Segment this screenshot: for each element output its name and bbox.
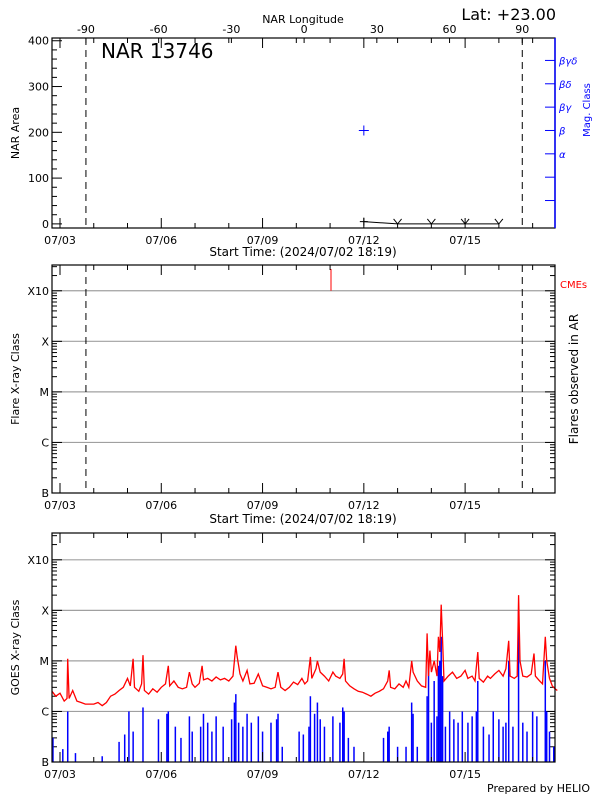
x-tick-label: 07/12 (348, 768, 380, 781)
y-tick-label: X10 (27, 285, 49, 298)
lon-axis-label: NAR Longitude (262, 13, 344, 26)
lon-tick-label: -30 (222, 23, 240, 36)
y-axis-label: NAR Area (9, 107, 22, 159)
lon-tick-label: 90 (515, 23, 529, 36)
plot-frame (51, 532, 556, 763)
y-tick-label: C (41, 705, 49, 718)
y-tick-label: B (41, 756, 49, 769)
mag-class-label: βγ (558, 103, 572, 114)
x-tick-label: 07/09 (247, 768, 279, 781)
right-axis-label: Flares observed in AR (567, 314, 581, 444)
cme-label: CMEs (560, 280, 587, 291)
y-tick-label: C (41, 436, 49, 449)
y-tick-label: 400 (28, 35, 49, 48)
y-tick-label: X10 (27, 554, 49, 567)
x-axis-label: Start Time: (2024/07/02 18:19) (209, 245, 396, 259)
y-tick-label: 200 (28, 126, 49, 139)
x-tick-label: 07/03 (44, 499, 76, 512)
lon-tick-label: -60 (150, 23, 168, 36)
time-axis: 07/03 07/06 07/09 07/12 07/15 (44, 533, 534, 781)
y-axis-label: Flare X-ray Class (9, 333, 22, 425)
mag-class-label: β (558, 126, 566, 137)
y-tick-label: M (40, 655, 50, 668)
y-tick-label: 0 (42, 218, 49, 231)
x-tick-label: 07/06 (145, 499, 177, 512)
x-tick-label: 07/09 (247, 234, 279, 247)
latitude-label: Lat: +23.00 (461, 5, 556, 24)
time-axis: 07/03 07/06 07/09 07/12 07/15 Start Time: (20… (44, 38, 534, 259)
mag-class-point (358, 125, 369, 136)
y-tick-label: M (40, 386, 50, 399)
x-tick-label: 07/03 (44, 234, 76, 247)
lon-tick-label: 0 (301, 23, 308, 36)
goes-long-line (51, 595, 558, 707)
footer-credit: Prepared by HELIO (487, 782, 590, 795)
lon-tick-label: -90 (77, 23, 95, 36)
x-tick-label: 07/06 (145, 234, 177, 247)
y-tick-label: X (41, 604, 49, 617)
x-axis-label: Start Time: (2024/07/02 18:19) (209, 512, 396, 526)
x-tick-label: 07/15 (449, 499, 481, 512)
y-tick-label: 300 (28, 81, 49, 94)
lon-tick-label: 60 (443, 23, 457, 36)
y-axis-label: GOES X-ray Class (9, 599, 22, 695)
time-axis: 07/03 07/06 07/09 07/12 07/15 Start Time: (20… (44, 265, 534, 526)
y-tick-label: X (41, 335, 49, 348)
x-tick-label: 07/03 (44, 768, 76, 781)
mag-class-label: βδ (558, 80, 572, 91)
mag-class-label: βγδ (558, 56, 577, 67)
y-tick-label: B (41, 487, 49, 500)
y-tick-label: 100 (28, 172, 49, 185)
mag-class-axis-label: Mag. Class (582, 83, 593, 137)
lon-tick-label: 30 (370, 23, 384, 36)
x-tick-label: 07/15 (449, 768, 481, 781)
plot-frame (51, 264, 556, 494)
x-tick-label: 07/09 (247, 499, 279, 512)
x-tick-label: 07/12 (348, 499, 380, 512)
x-tick-label: 07/12 (348, 234, 380, 247)
plot-frame (51, 37, 556, 229)
mag-class-label: α (559, 150, 566, 161)
chart-title: NAR 13746 (101, 39, 214, 63)
x-tick-label: 07/15 (449, 234, 481, 247)
x-tick-label: 07/06 (145, 768, 177, 781)
